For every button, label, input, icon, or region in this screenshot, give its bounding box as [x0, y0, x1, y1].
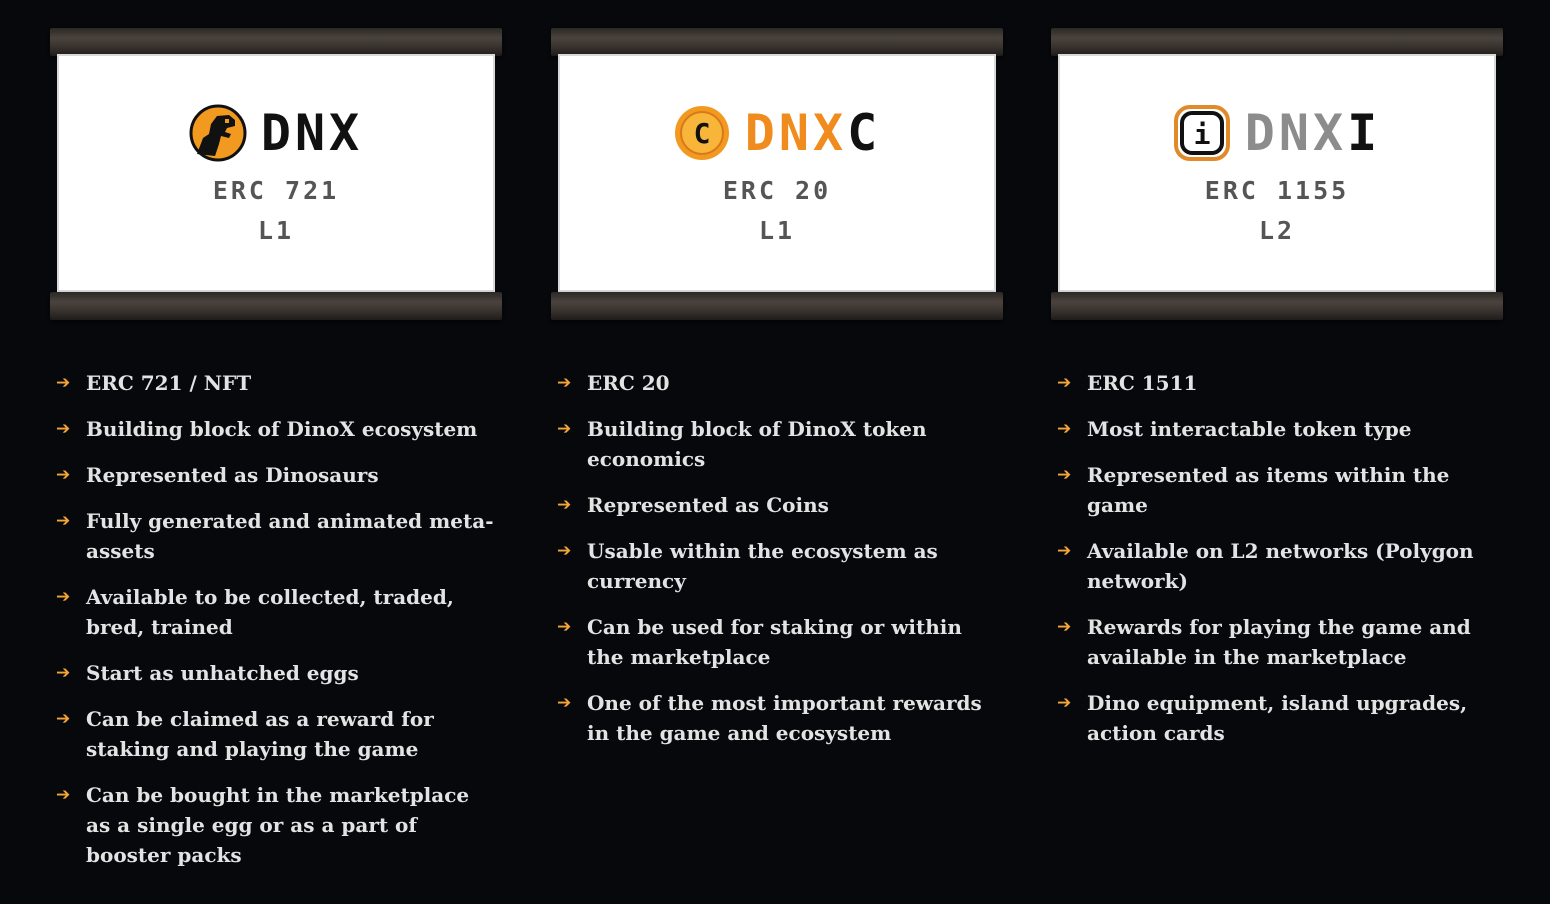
token-layer: L1	[257, 216, 295, 245]
token-card-dnxc: C DNXC ERC 20 L1	[558, 54, 996, 292]
list-item: ➔ Represented as items within the game	[1057, 460, 1497, 520]
list-item: ➔ Can be used for staking or within the m…	[557, 612, 997, 672]
token-standard: ERC 20	[722, 176, 832, 205]
list-item: ➔ Fully generated and animated meta-asset…	[56, 506, 496, 566]
arrow-right-icon: ➔	[557, 617, 572, 637]
token-column-dnx: DNX ERC 721 L1 ➔ ERC 721 / NFT ➔ Building …	[50, 0, 502, 904]
token-card-dnxi: i DNXI ERC 1155 L2	[1058, 54, 1496, 292]
list-item: ➔ One of the most important rewards in th…	[557, 688, 997, 748]
arrow-right-icon: ➔	[557, 541, 572, 561]
list-item: ➔ ERC 1511	[1057, 368, 1497, 398]
list-item: ➔ ERC 721 / NFT	[56, 368, 496, 398]
scroll-rod-top	[1051, 28, 1503, 56]
arrow-right-icon: ➔	[1057, 373, 1072, 393]
arrow-right-icon: ➔	[56, 511, 71, 531]
token-card-dnx: DNX ERC 721 L1	[57, 54, 495, 292]
scroll-rod-bottom	[1051, 292, 1503, 320]
list-item: ➔ Represented as Coins	[557, 490, 997, 520]
scroll-rod-top	[50, 28, 502, 56]
coin-icon: C	[674, 106, 729, 160]
list-item: ➔ Rewards for playing the game and availa…	[1057, 612, 1497, 672]
scroll-rod-top	[551, 28, 1003, 56]
list-item: ➔ Most interactable token type	[1057, 414, 1497, 444]
token-logo: DNX	[59, 104, 493, 162]
list-item: ➔ Available on L2 networks (Polygon netwo…	[1057, 536, 1497, 596]
arrow-right-icon: ➔	[1057, 693, 1072, 713]
token-standard: ERC 1155	[1204, 176, 1350, 205]
feature-list: ➔ ERC 721 / NFT ➔ Building block of DinoX …	[56, 368, 496, 886]
token-column-dnxc: C DNXC ERC 20 L1 ➔ ERC 20 ➔ Building block…	[551, 0, 1003, 904]
feature-list: ➔ ERC 20 ➔ Building block of DinoX token e…	[557, 368, 997, 764]
list-item: ➔ ERC 20	[557, 368, 997, 398]
arrow-right-icon: ➔	[557, 495, 572, 515]
arrow-right-icon: ➔	[56, 419, 71, 439]
token-standard: ERC 721	[212, 176, 340, 205]
list-item: ➔ Can be claimed as a reward for staking …	[56, 704, 496, 764]
token-name: DNXI	[1244, 104, 1382, 162]
svg-text:C: C	[693, 117, 710, 150]
list-item: ➔ Start as unhatched eggs	[56, 658, 496, 688]
arrow-right-icon: ➔	[1057, 465, 1072, 485]
token-logo: C DNXC	[560, 104, 994, 162]
arrow-right-icon: ➔	[557, 419, 572, 439]
token-layer: L1	[758, 216, 796, 245]
list-item: ➔ Available to be collected, traded, bred…	[56, 582, 496, 642]
arrow-right-icon: ➔	[557, 373, 572, 393]
arrow-right-icon: ➔	[56, 465, 71, 485]
list-item: ➔ Building block of DinoX token economics	[557, 414, 997, 474]
dino-icon	[189, 104, 247, 162]
token-logo: i DNXI	[1060, 104, 1494, 162]
list-item: ➔ Represented as Dinosaurs	[56, 460, 496, 490]
scroll-rod-bottom	[551, 292, 1003, 320]
arrow-right-icon: ➔	[1057, 541, 1072, 561]
list-item: ➔ Dino equipment, island upgrades, action…	[1057, 688, 1497, 748]
arrow-right-icon: ➔	[1057, 419, 1072, 439]
arrow-right-icon: ➔	[56, 709, 71, 729]
arrow-right-icon: ➔	[56, 663, 71, 683]
token-name: DNX	[260, 104, 364, 162]
list-item: ➔ Can be bought in the marketplace as a s…	[56, 780, 496, 870]
info-icon: i	[1173, 105, 1230, 161]
token-column-dnxi: i DNXI ERC 1155 L2 ➔ ERC 1511 ➔ Most inter…	[1051, 0, 1503, 904]
arrow-right-icon: ➔	[56, 785, 71, 805]
arrow-right-icon: ➔	[557, 693, 572, 713]
token-name: DNXC	[744, 104, 882, 162]
svg-text:i: i	[1193, 118, 1210, 151]
arrow-right-icon: ➔	[1057, 617, 1072, 637]
arrow-right-icon: ➔	[56, 587, 71, 607]
list-item: ➔ Building block of DinoX ecosystem	[56, 414, 496, 444]
feature-list: ➔ ERC 1511 ➔ Most interactable token type …	[1057, 368, 1497, 764]
arrow-right-icon: ➔	[56, 373, 71, 393]
scroll-rod-bottom	[50, 292, 502, 320]
token-layer: L2	[1258, 216, 1296, 245]
list-item: ➔ Usable within the ecosystem as currency	[557, 536, 997, 596]
